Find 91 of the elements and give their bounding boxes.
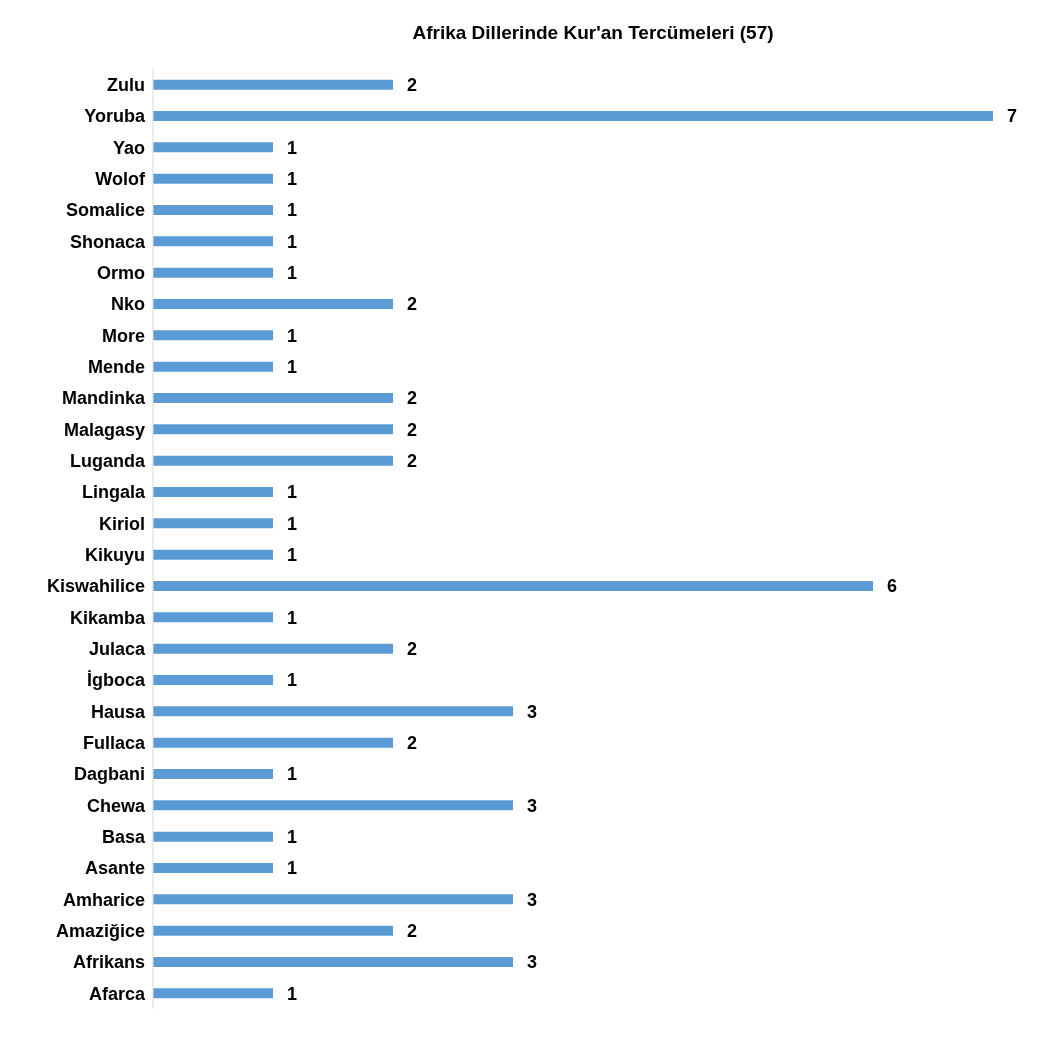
data-label: 1 xyxy=(287,670,298,691)
y-tick-label: Chewa xyxy=(86,795,146,816)
bar xyxy=(153,424,393,435)
data-label: 3 xyxy=(527,701,538,722)
bar xyxy=(153,549,273,560)
bar xyxy=(153,455,393,466)
bar xyxy=(153,580,873,591)
data-label: 1 xyxy=(287,325,298,346)
bar xyxy=(153,486,273,497)
data-label: 1 xyxy=(287,200,298,221)
y-tick-label: Nko xyxy=(110,294,145,315)
data-label: 1 xyxy=(287,263,298,284)
bar xyxy=(153,518,273,529)
y-tick-label: Kikamba xyxy=(69,607,146,628)
y-tick-label: Mandinka xyxy=(61,388,146,409)
y-tick-label: Kiswahilice xyxy=(46,576,145,597)
bar xyxy=(153,142,273,153)
data-label: 2 xyxy=(407,419,418,440)
bar xyxy=(153,988,273,999)
bar xyxy=(153,925,393,936)
y-tick-label: Zulu xyxy=(107,75,145,96)
y-tick-label: Kikuyu xyxy=(84,545,145,566)
bar xyxy=(153,643,393,654)
data-label: 3 xyxy=(527,952,538,973)
data-label: 3 xyxy=(527,889,538,910)
y-tick-label: Yoruba xyxy=(84,106,146,127)
bar xyxy=(153,674,273,685)
data-label: 1 xyxy=(287,607,298,628)
bar xyxy=(153,110,993,121)
bar xyxy=(153,392,393,403)
chart-title: Afrika Dillerinde Kur'an Tercümeleri (57) xyxy=(411,22,775,44)
data-label: 1 xyxy=(287,231,298,252)
data-label: 2 xyxy=(407,451,418,472)
bar xyxy=(153,330,273,341)
bar xyxy=(153,768,273,779)
bar xyxy=(153,956,513,967)
bar xyxy=(153,236,273,247)
data-label: 1 xyxy=(287,983,298,1004)
data-label: 2 xyxy=(407,639,418,660)
y-tick-label: Yao xyxy=(112,137,145,158)
bar xyxy=(153,706,513,717)
y-tick-label: Hausa xyxy=(90,701,146,722)
bar xyxy=(153,862,273,873)
bar xyxy=(153,831,273,842)
data-label: 2 xyxy=(407,733,418,754)
bar xyxy=(153,79,393,90)
data-label: 2 xyxy=(407,294,418,315)
data-label: 7 xyxy=(1007,106,1018,127)
data-label: 1 xyxy=(287,858,298,879)
data-label: 1 xyxy=(287,169,298,190)
bar xyxy=(153,204,273,215)
data-label: 1 xyxy=(287,827,298,848)
bar xyxy=(153,894,513,905)
data-label: 1 xyxy=(287,545,298,566)
data-label: 1 xyxy=(287,764,298,785)
bar xyxy=(153,737,393,748)
y-tick-label: Amharice xyxy=(62,889,145,910)
data-label: 3 xyxy=(527,795,538,816)
bar xyxy=(153,173,273,184)
y-tick-label: Somalice xyxy=(65,200,145,221)
y-tick-label: Amaziğice xyxy=(55,921,145,942)
y-tick-label: Julaca xyxy=(88,639,146,660)
y-tick-label: Kiriol xyxy=(98,513,145,534)
y-tick-label: Mende xyxy=(87,357,145,378)
data-label: 2 xyxy=(407,75,418,96)
y-tick-label: Malagasy xyxy=(63,419,145,440)
bar xyxy=(153,800,513,811)
data-label: 1 xyxy=(287,137,298,158)
y-tick-label: Basa xyxy=(101,827,146,848)
y-tick-label: Asante xyxy=(84,858,145,879)
data-label: 1 xyxy=(287,513,298,534)
y-tick-label: Ormo xyxy=(96,263,145,284)
y-tick-label: Dagbani xyxy=(73,764,145,785)
y-tick-label: İgboca xyxy=(86,670,146,691)
y-tick-label: Shonaca xyxy=(69,231,146,252)
y-tick-label: Lingala xyxy=(81,482,146,503)
bar xyxy=(153,612,273,623)
data-label: 1 xyxy=(287,357,298,378)
data-label: 2 xyxy=(407,388,418,409)
y-tick-label: Fullaca xyxy=(82,733,146,754)
y-tick-label: More xyxy=(101,325,145,346)
bar xyxy=(153,361,273,372)
data-label: 2 xyxy=(407,921,418,942)
y-tick-label: Luganda xyxy=(70,451,146,472)
y-tick-label: Afrikans xyxy=(72,952,145,973)
data-label: 1 xyxy=(287,482,298,503)
y-tick-label: Wolof xyxy=(95,169,146,190)
bar xyxy=(153,267,273,278)
data-label: 6 xyxy=(887,576,898,597)
y-tick-label: Afarca xyxy=(88,983,146,1004)
bar xyxy=(153,298,393,309)
